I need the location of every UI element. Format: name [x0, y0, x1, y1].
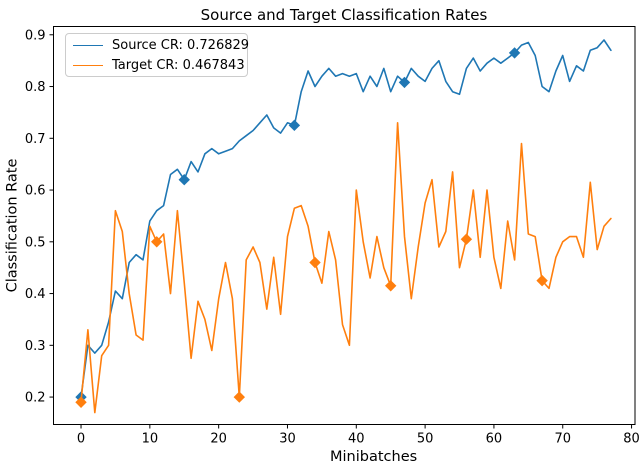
x-axis-label: Minibatches — [330, 449, 418, 465]
y-axis: 0.2 0.3 0.4 0.5 0.6 0.7 0.8 0.9 — [25, 28, 54, 406]
legend-entry-target: Target CR: 0.467843 — [73, 56, 247, 74]
x-tick-label: 30 — [279, 432, 296, 447]
x-tick-label: 60 — [486, 432, 503, 447]
y-tick-label: 0.5 — [25, 235, 46, 250]
y-axis-label: Classification Rate — [4, 158, 21, 293]
x-tick-label: 40 — [348, 432, 365, 447]
target-series-diamond-marker — [151, 236, 163, 248]
y-tick-label: 0.9 — [25, 28, 46, 43]
y-tick-label: 0.2 — [25, 391, 46, 406]
target-series-diamond-marker — [460, 233, 473, 245]
x-tick-label: 50 — [417, 432, 434, 447]
x-axis: 0 10 20 30 40 50 60 70 80 — [77, 424, 640, 447]
x-tick-label: 70 — [554, 432, 571, 447]
legend: Source CR: 0.726829 Target CR: 0.467843 — [65, 33, 250, 77]
x-tick-label: 0 — [77, 432, 85, 447]
source-series-line — [80, 39, 612, 398]
x-tick-label: 10 — [142, 432, 159, 447]
target-series — [75, 122, 612, 414]
x-tick-label: 80 — [623, 432, 640, 447]
source-series-diamond-marker — [398, 76, 411, 89]
y-tick-label: 0.8 — [25, 80, 46, 95]
source-series-diamond-marker — [288, 119, 301, 132]
target-series-diamond-marker — [233, 391, 246, 403]
legend-entry-source: Source CR: 0.726829 — [73, 36, 250, 54]
target-series-diamond-marker — [385, 280, 397, 292]
target-series-diamond-marker — [309, 256, 321, 269]
source-line-swatch — [73, 44, 103, 46]
source-series-diamond-marker — [508, 47, 521, 59]
plot-frame — [53, 26, 636, 425]
y-tick-label: 0.6 — [25, 184, 46, 199]
source-series — [75, 39, 612, 403]
chart-title: Source and Target Classification Rates — [200, 6, 488, 24]
target-series-diamond-marker — [75, 396, 87, 408]
x-tick-label: 20 — [210, 432, 227, 447]
y-tick-label: 0.7 — [25, 132, 46, 147]
y-tick-label: 0.3 — [25, 339, 46, 354]
legend-label-target: Target CR: 0.467843 — [112, 57, 245, 73]
target-line-swatch — [73, 64, 103, 66]
y-tick-label: 0.4 — [25, 287, 46, 302]
target-series-diamond-marker — [536, 274, 548, 287]
legend-label-source: Source CR: 0.726829 — [112, 37, 250, 53]
source-series-diamond-marker — [178, 173, 190, 186]
target-series-line — [80, 122, 612, 414]
